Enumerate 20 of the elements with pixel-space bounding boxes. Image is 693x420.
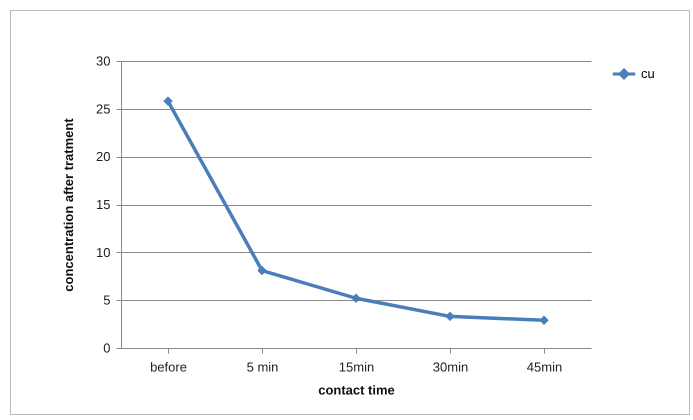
- x-axis-title: contact time: [318, 382, 395, 398]
- point: [351, 294, 361, 303]
- point: [539, 316, 549, 325]
- y-axis-title: concentration after tratment: [61, 118, 76, 292]
- x-tick-label: 45min: [526, 360, 562, 374]
- y-tick-label: 10: [96, 244, 110, 260]
- y-tick-label: 5: [103, 292, 110, 308]
- y-tick-label: 25: [96, 101, 110, 116]
- x-tick-label: 15min: [338, 360, 374, 374]
- x-tick-label: 30min: [432, 360, 468, 374]
- point: [257, 266, 267, 276]
- x-tick-label: before: [150, 360, 187, 374]
- y-tick-label: 30: [96, 54, 110, 68]
- y-tick-label: 15: [96, 197, 110, 212]
- x-tick-label: 5 min: [246, 360, 278, 374]
- point: [163, 96, 173, 106]
- y-tick-label: 20: [96, 149, 110, 164]
- y-tick-label: 0: [103, 340, 110, 356]
- point: [445, 312, 455, 322]
- legend-label: cu: [641, 66, 655, 81]
